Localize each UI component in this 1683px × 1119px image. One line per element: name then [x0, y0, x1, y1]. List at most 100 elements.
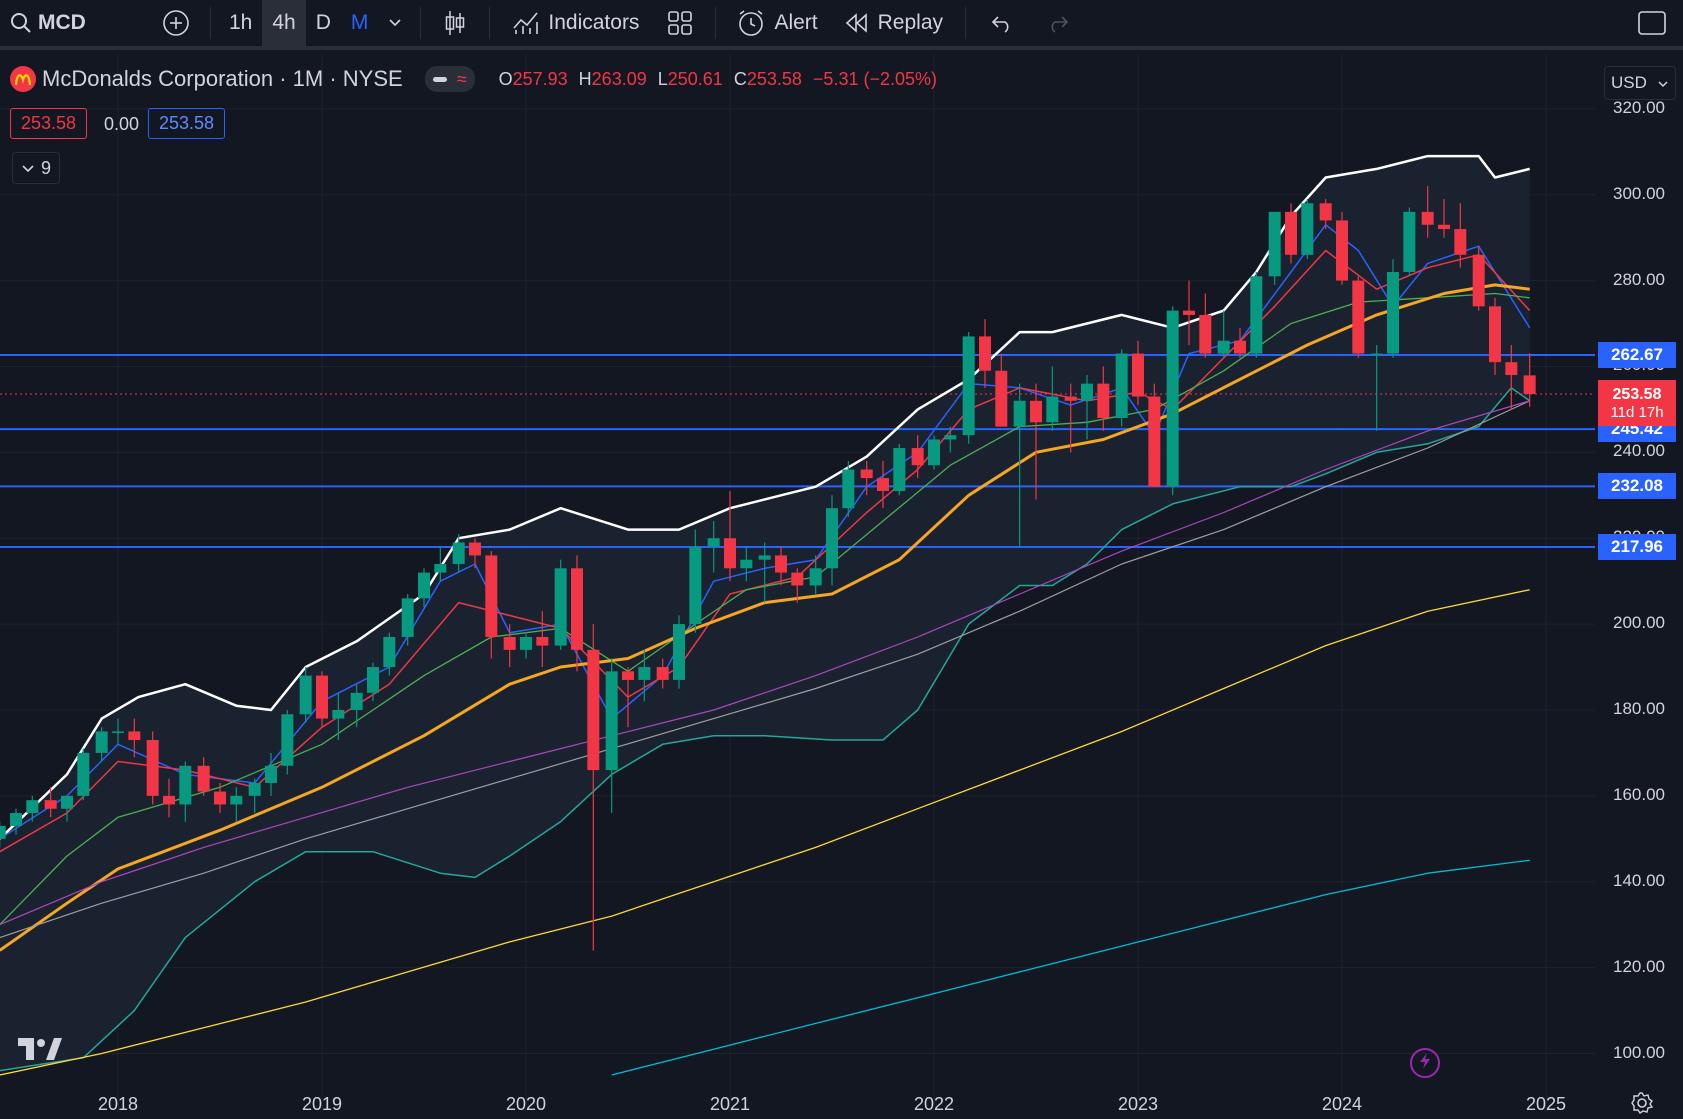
candle [281, 709, 294, 775]
candle [26, 795, 39, 822]
undo-button[interactable] [974, 0, 1030, 48]
grid-icon [667, 10, 693, 36]
low-label: L [657, 68, 668, 89]
tradingview-logo[interactable] [16, 1036, 64, 1067]
candle-body [1489, 306, 1501, 363]
candle [1148, 383, 1161, 487]
price-chart[interactable] [0, 54, 1683, 1113]
redo-button[interactable] [1030, 0, 1086, 48]
fullscreen-button[interactable] [1637, 0, 1667, 48]
candle [77, 748, 90, 801]
indicators-collapse-button[interactable]: 9 [12, 152, 61, 184]
candle [536, 611, 549, 668]
price-axis-label: 280.00 [1613, 269, 1665, 289]
candle [197, 757, 210, 796]
candle-body [1523, 375, 1536, 395]
symbol-search[interactable]: MCD [0, 0, 150, 48]
candle-body [724, 538, 736, 569]
level-price-tag: 262.67 [1598, 341, 1676, 368]
candle [571, 555, 583, 672]
candle-body [740, 559, 753, 569]
timeframe-m[interactable]: M [350, 11, 369, 34]
indicator-line [0, 400, 1530, 926]
candle-body [469, 542, 481, 556]
replay-button[interactable]: Replay [830, 0, 957, 48]
candle-body [826, 508, 838, 569]
candle-body [877, 478, 889, 491]
candle [656, 658, 669, 689]
candle [1403, 207, 1416, 277]
high-value: 263.09 [591, 68, 647, 89]
currency-selector[interactable]: USD [1604, 66, 1676, 100]
candle-body [638, 667, 651, 680]
candle-body [1301, 203, 1314, 255]
candle-body [418, 572, 430, 599]
candle-body [452, 542, 465, 564]
alarm-clock-icon [736, 8, 766, 38]
candle-body [214, 791, 226, 805]
candle-body [587, 649, 600, 771]
candle-body [44, 800, 57, 809]
chart-settings-button[interactable] [1631, 1092, 1654, 1119]
candle [1438, 198, 1450, 238]
price-axis-label: 160.00 [1613, 784, 1665, 804]
candle-body [911, 448, 924, 466]
timeframe-1h[interactable]: 1h [229, 11, 253, 34]
candle-body [316, 675, 328, 719]
candle [689, 529, 702, 633]
candle-body [1403, 211, 1416, 272]
candle-body [95, 731, 108, 753]
lightning-button[interactable] [1410, 1048, 1440, 1078]
candle [758, 542, 771, 603]
candle-body [350, 692, 363, 710]
candle [452, 533, 465, 573]
candle-body [1183, 310, 1195, 315]
open-label: O [498, 68, 513, 89]
candle-body [265, 765, 277, 783]
candle [434, 546, 447, 582]
candle-body [1421, 211, 1434, 225]
price-axis-label: 100.00 [1613, 1042, 1665, 1062]
close-label: C [733, 68, 747, 89]
candle-body [1148, 396, 1161, 487]
candle-body [536, 636, 549, 646]
horizontal-levels [0, 353, 1595, 548]
candle-body [1115, 353, 1128, 418]
replay-icon [844, 12, 870, 34]
candle [112, 718, 124, 745]
ask-price-box[interactable]: 253.58 [148, 108, 226, 139]
time-axis-label: 2022 [914, 1094, 955, 1114]
candle [842, 460, 855, 517]
indicators-button[interactable]: Indicators [498, 0, 653, 48]
timeframe-d[interactable]: D [315, 11, 331, 34]
candle [1132, 340, 1144, 406]
candle [605, 658, 618, 814]
candle-body [656, 667, 669, 680]
divider [420, 7, 422, 39]
timeframe-dropdown[interactable] [378, 0, 412, 48]
candle [332, 692, 345, 741]
time-axis-label: 2020 [506, 1094, 547, 1114]
candle-body [61, 795, 73, 809]
timeframe-4h[interactable]: 4h [262, 0, 306, 48]
candle-body [928, 439, 940, 466]
candle-body [791, 572, 804, 586]
candle [1183, 280, 1195, 345]
bid-price-box[interactable]: 253.58 [10, 108, 88, 139]
alert-button[interactable]: Alert [724, 0, 829, 48]
chart-type-button[interactable] [429, 0, 481, 48]
candle [299, 667, 312, 723]
add-symbol-button[interactable] [150, 0, 202, 48]
legend-toggle[interactable]: ≈ [424, 66, 475, 92]
candle [554, 559, 567, 650]
price-axis-label: 240.00 [1613, 441, 1665, 461]
candle [265, 752, 277, 796]
candle [44, 787, 57, 818]
symbol-title[interactable]: McDonalds Corporation · 1M · NYSE [42, 66, 403, 91]
candle [214, 782, 226, 814]
layouts-button[interactable] [653, 0, 707, 48]
candle [893, 443, 906, 496]
band-fill [0, 156, 1530, 1071]
chevron-down-icon [1657, 73, 1669, 93]
candle [1489, 297, 1501, 376]
